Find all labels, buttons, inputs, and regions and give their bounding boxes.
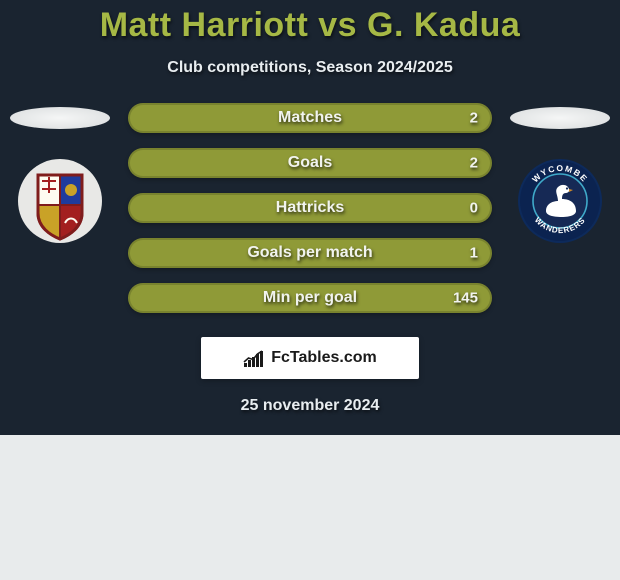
bar-label: Goals per match — [247, 244, 372, 262]
right-ellipse — [510, 107, 610, 129]
bars-column: Matches 2 Goals 2 Hattricks 0 Goals per match 1… — [128, 103, 492, 313]
bar-label: Matches — [278, 109, 342, 127]
left-crest-svg — [18, 159, 102, 243]
left-ellipse — [10, 107, 110, 129]
stat-bar: Goals 2 — [128, 148, 492, 178]
left-crest — [18, 159, 102, 243]
bar-label: Goals — [288, 154, 332, 172]
left-side — [10, 107, 110, 243]
bar-right-value: 145 — [453, 290, 478, 307]
right-crest: WYCOMBE WANDERERS — [518, 159, 602, 243]
bar-right-value: 0 — [470, 200, 478, 217]
right-side: WYCOMBE WANDERERS — [510, 107, 610, 243]
stat-bar: Hattricks 0 — [128, 193, 492, 223]
bar-right-value: 1 — [470, 245, 478, 262]
right-crest-svg: WYCOMBE WANDERERS — [518, 159, 602, 243]
brand-text: FcTables.com — [271, 349, 377, 367]
brand-icon — [243, 349, 265, 367]
bar-label: Min per goal — [263, 289, 357, 307]
bar-right-value: 2 — [470, 155, 478, 172]
stat-bar: Matches 2 — [128, 103, 492, 133]
page-title: Matt Harriott vs G. Kadua — [0, 0, 620, 45]
infographic-root: Matt Harriott vs G. Kadua Club competiti… — [0, 0, 620, 415]
mid-row: Matches 2 Goals 2 Hattricks 0 Goals per match 1… — [0, 107, 620, 313]
footer-date: 25 november 2024 — [0, 397, 620, 415]
bar-label: Hattricks — [276, 199, 344, 217]
subtitle: Club competitions, Season 2024/2025 — [0, 59, 620, 77]
stat-bar: Goals per match 1 — [128, 238, 492, 268]
bar-right-value: 2 — [470, 110, 478, 127]
brand-box: FcTables.com — [201, 337, 419, 379]
stat-bar: Min per goal 145 — [128, 283, 492, 313]
